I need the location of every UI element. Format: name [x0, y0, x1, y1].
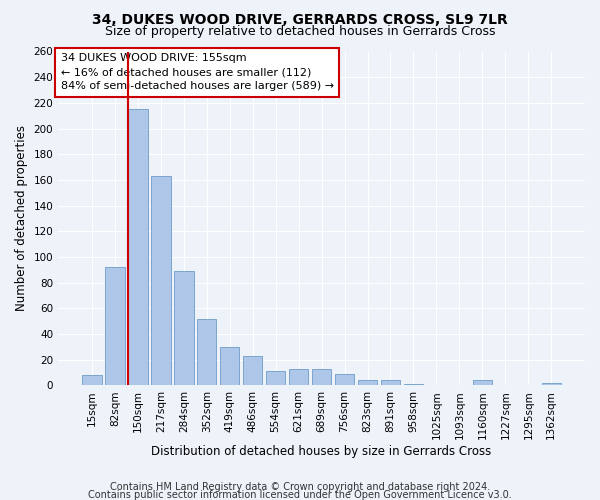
Bar [289, 368, 308, 386]
Bar [105, 267, 125, 386]
Bar [82, 375, 101, 386]
Bar [151, 176, 170, 386]
Bar [128, 110, 148, 386]
Bar [220, 347, 239, 386]
Bar [381, 380, 400, 386]
Text: Contains HM Land Registry data © Crown copyright and database right 2024.: Contains HM Land Registry data © Crown c… [110, 482, 490, 492]
Bar [197, 318, 217, 386]
Bar [266, 371, 286, 386]
Bar [358, 380, 377, 386]
Bar [473, 380, 492, 386]
X-axis label: Distribution of detached houses by size in Gerrards Cross: Distribution of detached houses by size … [151, 444, 492, 458]
Y-axis label: Number of detached properties: Number of detached properties [15, 126, 28, 312]
Bar [542, 383, 561, 386]
Bar [335, 374, 355, 386]
Text: 34, DUKES WOOD DRIVE, GERRARDS CROSS, SL9 7LR: 34, DUKES WOOD DRIVE, GERRARDS CROSS, SL… [92, 12, 508, 26]
Bar [174, 271, 194, 386]
Text: Contains public sector information licensed under the Open Government Licence v3: Contains public sector information licen… [88, 490, 512, 500]
Text: Size of property relative to detached houses in Gerrards Cross: Size of property relative to detached ho… [105, 25, 495, 38]
Bar [312, 368, 331, 386]
Bar [404, 384, 423, 386]
Text: 34 DUKES WOOD DRIVE: 155sqm
← 16% of detached houses are smaller (112)
84% of se: 34 DUKES WOOD DRIVE: 155sqm ← 16% of det… [61, 53, 334, 91]
Bar [243, 356, 262, 386]
